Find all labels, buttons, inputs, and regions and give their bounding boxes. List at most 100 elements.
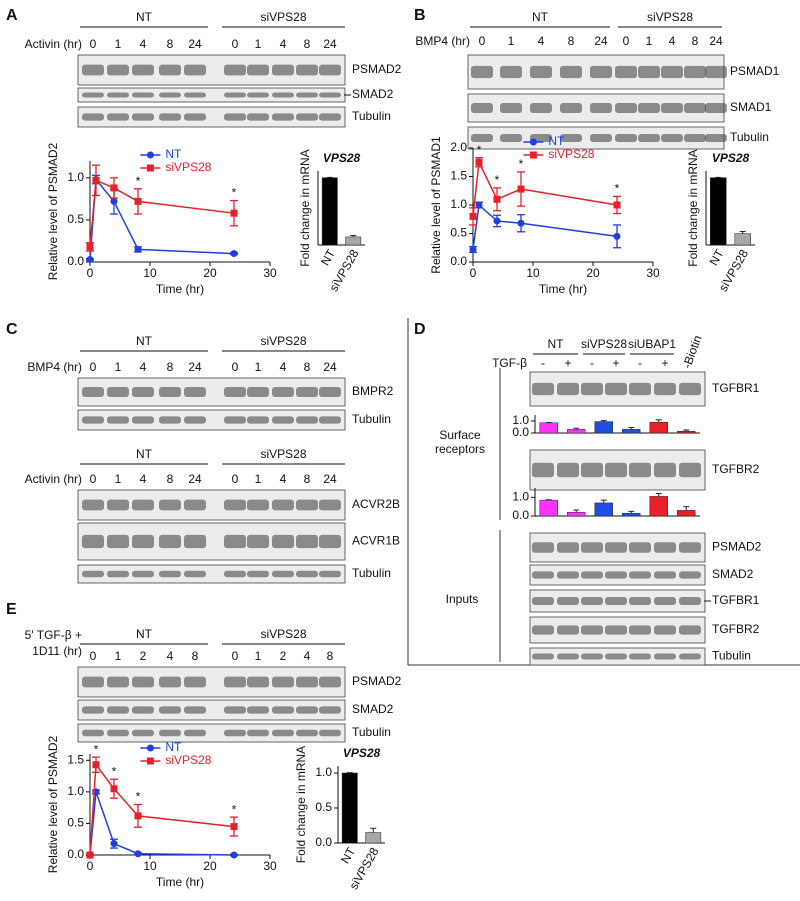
lane-label: 0 <box>232 472 239 486</box>
blot-label: SMAD2 <box>352 702 394 716</box>
band <box>247 416 269 424</box>
significance-mark: * <box>94 742 99 756</box>
lane-label: 4 <box>167 649 174 663</box>
x-tick-label: 20 <box>203 266 217 280</box>
legend-marker <box>146 164 154 172</box>
lane-label: - <box>590 356 594 370</box>
band <box>629 653 651 660</box>
band <box>629 625 651 635</box>
band <box>82 676 104 688</box>
band <box>272 676 294 688</box>
blot-label: PSMAD2 <box>352 62 402 76</box>
band <box>684 65 706 79</box>
lane-label: + <box>661 356 668 370</box>
band <box>132 64 154 76</box>
band <box>82 64 104 76</box>
band <box>581 597 603 605</box>
bar <box>622 512 641 517</box>
point <box>86 851 94 859</box>
band <box>159 386 181 398</box>
blot-label: TGFBR1 <box>712 593 760 607</box>
blot-label: PSMAD1 <box>730 64 780 78</box>
band <box>532 462 554 478</box>
band <box>557 653 579 660</box>
band <box>272 113 294 121</box>
point <box>86 243 94 251</box>
lane-label: 4 <box>304 649 311 663</box>
band <box>629 462 651 478</box>
band <box>224 416 246 424</box>
band <box>654 542 676 553</box>
lane-label: 1 <box>255 37 262 51</box>
band <box>159 706 181 714</box>
group-label: siUBAP1 <box>628 337 676 351</box>
band <box>319 92 341 98</box>
band <box>132 706 154 714</box>
band <box>684 134 706 142</box>
band <box>132 534 154 549</box>
y-tick-label: 1.5 <box>450 169 467 183</box>
band <box>184 113 206 121</box>
lane-label: 8 <box>304 360 311 374</box>
point <box>86 255 94 263</box>
point <box>134 850 142 858</box>
lane-label: 0 <box>232 37 239 51</box>
band <box>82 416 104 424</box>
band <box>557 542 579 553</box>
point <box>110 197 118 205</box>
bar <box>341 772 358 844</box>
lane-label: 1 <box>115 649 122 663</box>
bar <box>622 429 641 434</box>
legend-marker <box>146 151 154 159</box>
lane-label: 0 <box>90 649 97 663</box>
band <box>530 102 552 114</box>
band <box>184 570 206 578</box>
band <box>590 102 612 114</box>
bar <box>365 832 382 844</box>
point <box>493 195 501 203</box>
band <box>319 706 341 714</box>
band <box>159 113 181 121</box>
treatment-label: 5' TGF-β + <box>25 628 82 642</box>
significance-mark: * <box>519 157 524 171</box>
band <box>272 416 294 424</box>
lane-label: - <box>638 356 642 370</box>
band <box>629 597 651 605</box>
band <box>82 534 104 549</box>
band <box>629 382 651 396</box>
band <box>107 534 129 549</box>
band <box>296 534 318 549</box>
band <box>159 570 181 578</box>
band <box>272 92 294 98</box>
point <box>230 823 238 831</box>
point <box>613 201 621 209</box>
band <box>654 382 676 396</box>
bar <box>710 177 727 246</box>
lane-label: 8 <box>167 360 174 374</box>
band <box>159 534 181 549</box>
chart-title: VPS28 <box>712 151 750 165</box>
bar <box>539 499 558 517</box>
band <box>272 534 294 549</box>
lane-label: + <box>612 356 619 370</box>
legend-marker <box>146 744 154 752</box>
band <box>557 597 579 605</box>
lane-label: 24 <box>594 34 608 48</box>
legend-label: NT <box>165 740 182 754</box>
lane-label: 0 <box>479 34 486 48</box>
band <box>107 570 129 578</box>
x-tick-label: NT <box>706 247 726 268</box>
band <box>107 416 129 424</box>
blot-label: ACVR2B <box>352 497 400 511</box>
blot-label: TGFBR2 <box>712 622 760 636</box>
band <box>107 113 129 121</box>
y-tick-label: 2.0 <box>450 140 467 154</box>
x-tick-label: 10 <box>143 859 157 873</box>
band <box>705 65 727 79</box>
band <box>560 134 582 142</box>
band <box>605 462 627 478</box>
y-tick-label: 0.0 <box>512 425 529 439</box>
band <box>654 571 676 579</box>
panel-letter: A <box>6 7 18 24</box>
band <box>654 653 676 660</box>
